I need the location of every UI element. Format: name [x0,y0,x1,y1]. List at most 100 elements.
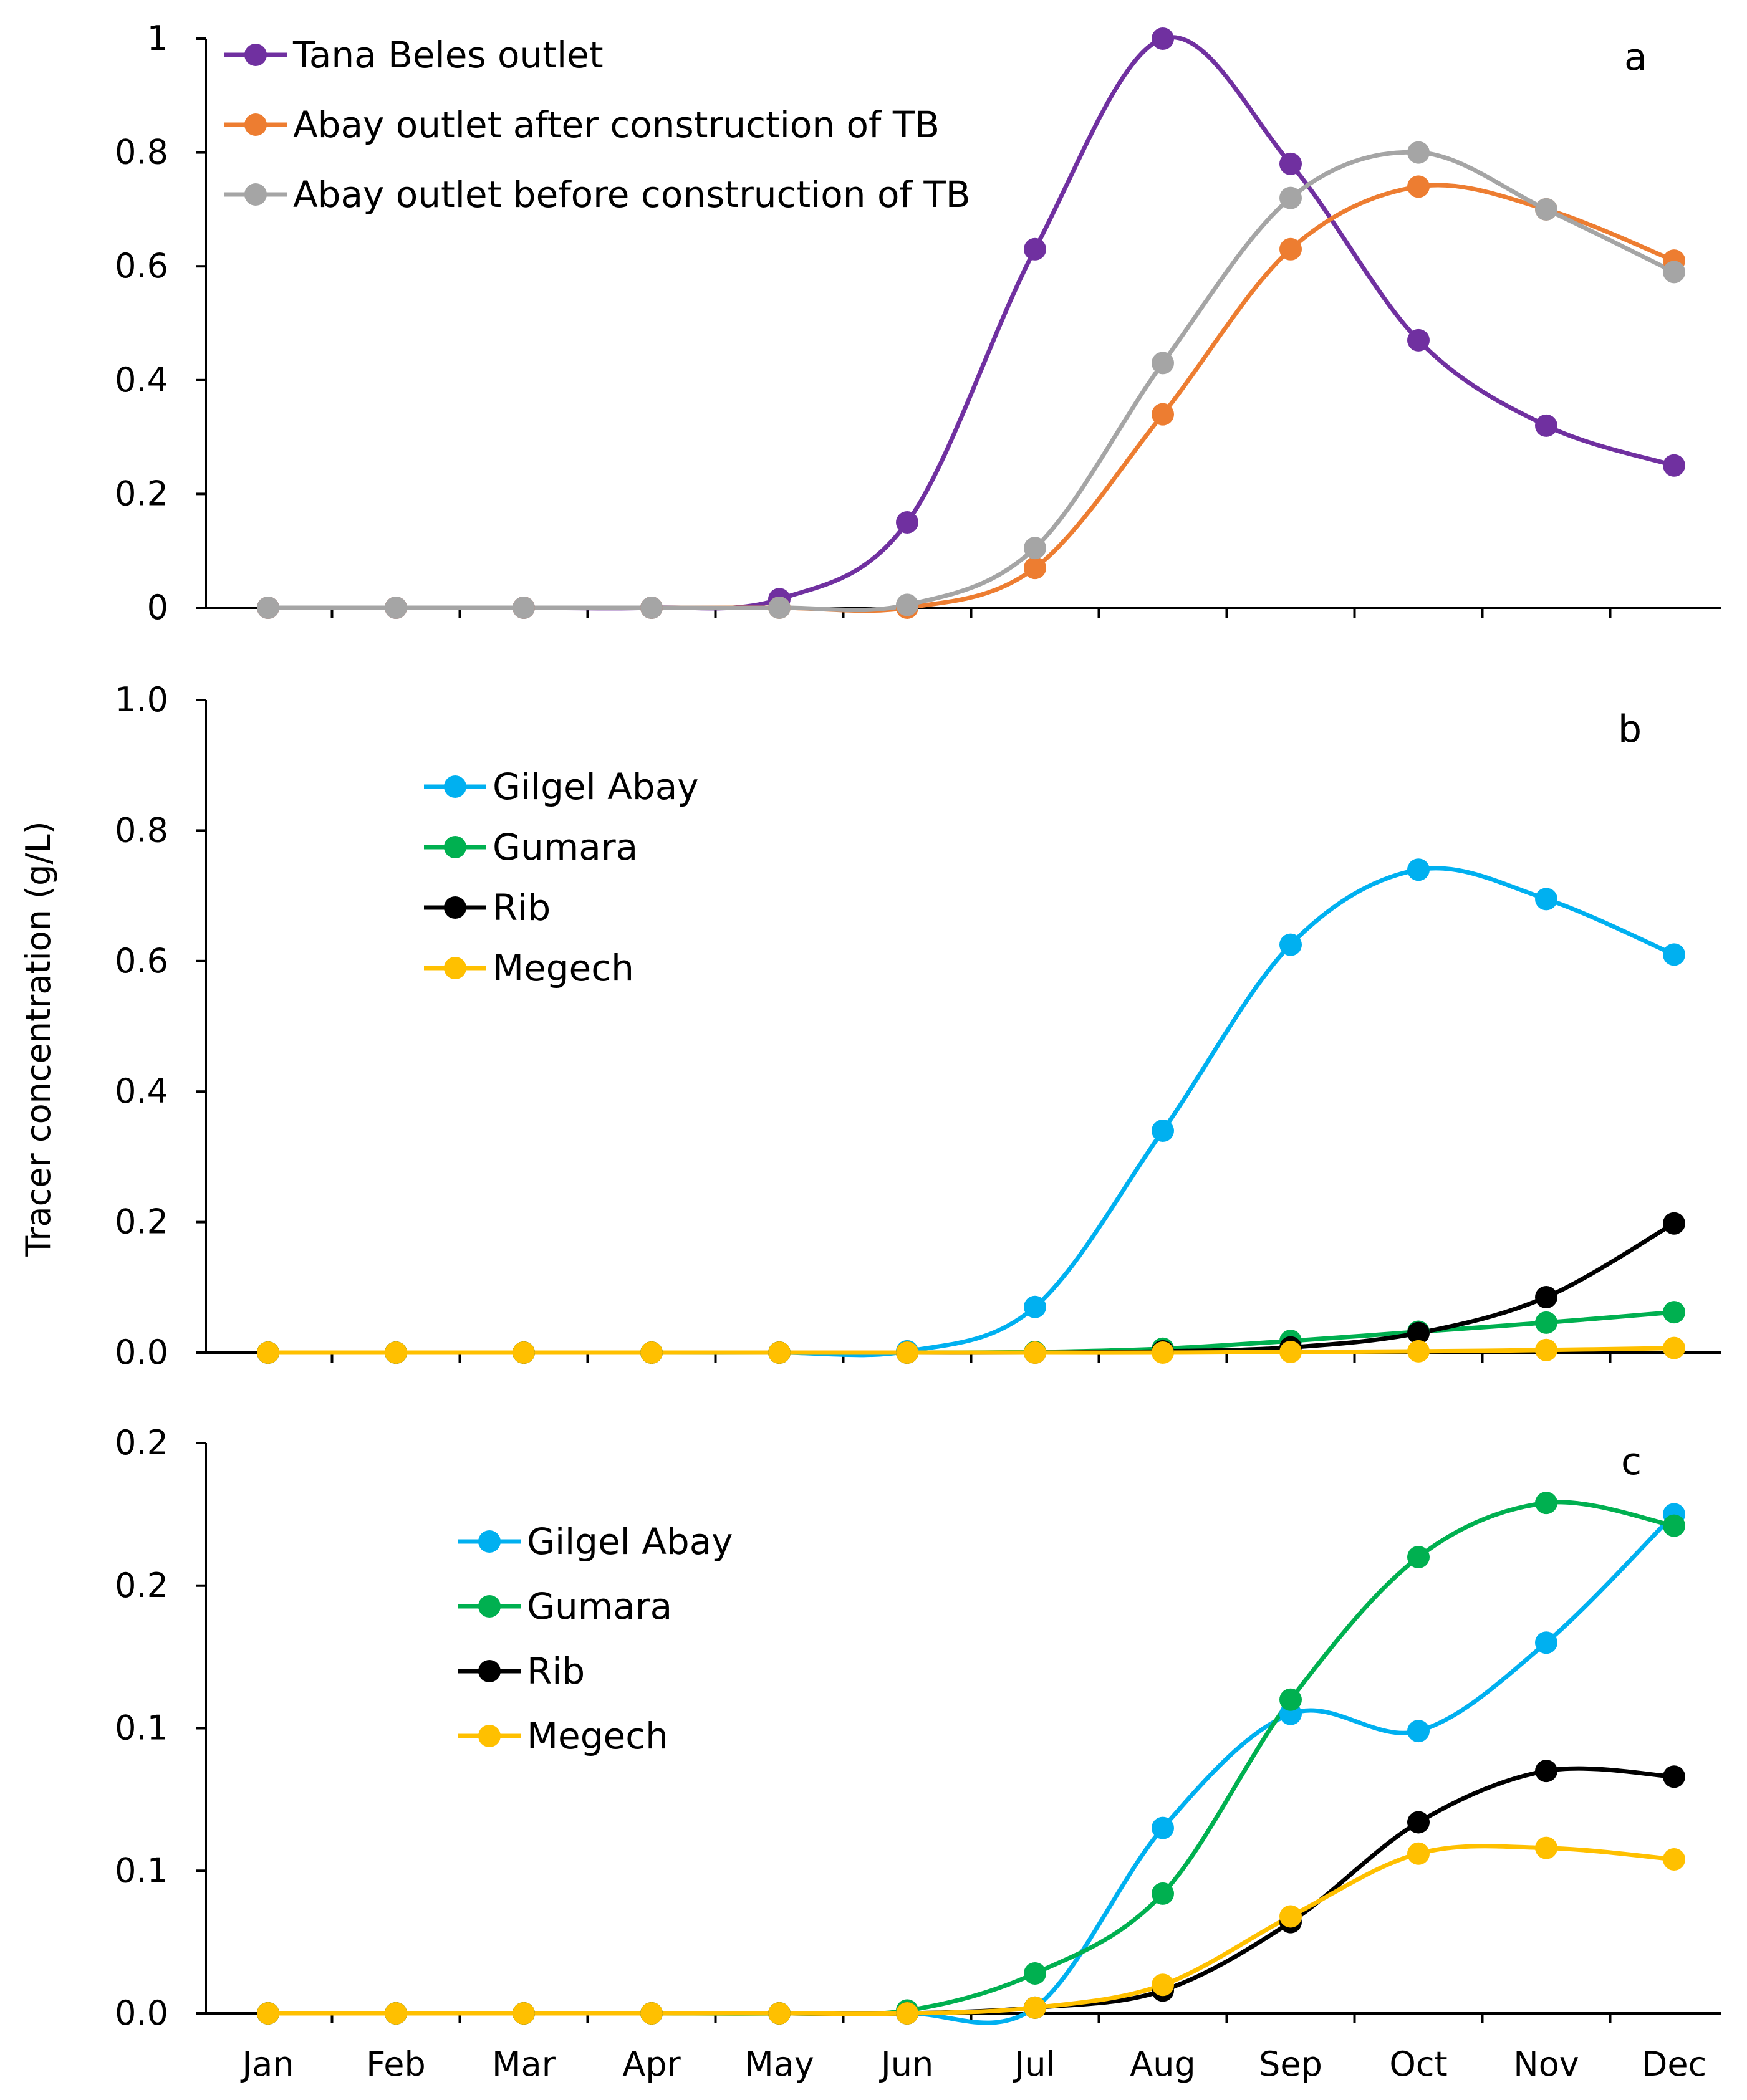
panel-a-data-point [1407,175,1430,198]
panel-b-data-point [1663,1212,1685,1235]
panel-b-data-point [768,1341,791,1364]
legend-marker [444,957,466,979]
panel-c-series-line-0 [266,1512,1677,2025]
panel-b-data-point [896,1341,918,1364]
panel-c-data-point [896,2002,918,2025]
panel-a-data-point [1024,557,1046,580]
legend-marker [444,896,466,919]
panel-a-y-tick-label: 0.8 [115,133,168,172]
legend-marker [444,836,466,858]
legend-entry: Abay outlet after construction of TB [293,103,940,146]
panel-b-series-line-0 [266,866,1677,1358]
panel-b-y-tick-label: 0.2 [115,1202,168,1242]
panel-b-data-point [1407,1340,1430,1363]
panel-c-data-point [1152,1882,1174,1905]
legend-marker [478,1595,501,1618]
panel-b-data-point [1663,943,1685,966]
panel-a-y-tick-label: 0 [147,588,168,627]
panel-a-data-point [1407,141,1430,164]
panel-c-series-line-2 [266,1766,1677,2016]
legend-entry: Gilgel Abay [527,1520,733,1563]
x-tick-label: Dec [1642,2045,1707,2084]
panel-c-data-point [1535,1492,1557,1515]
legend-entry: Megech [527,1715,668,1757]
panel-b-data-point [1535,888,1557,911]
legend-marker [244,183,267,206]
panel-b-data-point [1152,1341,1174,1364]
panel-b-data-point [1152,1120,1174,1143]
panel-label-a: a [1624,36,1647,79]
panel-a-data-point [1663,454,1685,477]
panel-a-data-point [257,597,279,619]
panel-label-c: c [1621,1440,1642,1484]
panel-a-data-point [1535,414,1557,437]
panel-b-y-tick-label: 0.6 [115,941,168,980]
panel-b-data-point [1024,1341,1046,1364]
panel-a-data-point [1152,27,1174,50]
panel-b-data-point [1663,1336,1685,1359]
panel-b-series-line-2 [266,1221,1677,1355]
legend-marker [244,113,267,136]
panel-a-data-point [640,597,663,619]
legend-entry: Tana Beles outlet [292,34,604,76]
panel-a-data-point [1279,186,1302,209]
panel-a-data-point [385,597,407,619]
panel-label-b: b [1618,707,1642,751]
legend-entry: Gilgel Abay [493,765,699,808]
panel-a-data-point [1024,537,1046,560]
panel-a-data-point [1535,198,1557,221]
panel-a-data-point [1152,352,1174,375]
panel-c-y-tick-label: 0.1 [115,1851,168,1890]
panel-b-data-point [1024,1295,1046,1318]
panel-c-y-tick-label: 0.0 [115,1993,168,2033]
panel-b-data-point [1535,1311,1557,1334]
x-tick-label: Nov [1513,2045,1579,2084]
panel-c-y-tick-label: 0.2 [115,1423,168,1462]
x-tick-label: Jan [240,2045,294,2084]
panel-b-y-tick-label: 0.4 [115,1072,168,1111]
panel-b-series-line-1 [266,1310,1677,1355]
panel-b-y-tick-label: 0.0 [115,1333,168,1372]
legend-entry: Megech [493,947,634,989]
x-tick-label: Sep [1259,2045,1322,2084]
panel-c-data-point [1279,1905,1302,1928]
panel-c-data-point [385,2002,407,2025]
panel-a-y-tick-label: 0.4 [115,360,168,400]
panel-a-data-point [896,593,918,616]
legend-marker [478,1660,501,1682]
panel-c-data-point [513,2002,535,2025]
panel-a-y-tick-label: 0.6 [115,246,168,285]
panel-b-data-point [1407,858,1430,881]
panel-a-data-point [513,597,535,619]
panel-c-data-point [1407,1720,1430,1743]
panel-c-data-point [1663,1848,1685,1871]
x-tick-label: Aug [1130,2045,1195,2084]
panel-c-data-point [640,2002,663,2025]
x-tick-label: May [744,2045,814,2084]
panel-c-data-point [1152,1816,1174,1839]
panel-c-series-line-1 [266,1500,1677,2016]
panel-a-data-point [1279,152,1302,175]
panel-b-y-tick-label: 0.8 [115,810,168,850]
panel-c-data-point [768,2002,791,2025]
panel-c-data-point [1535,1760,1557,1783]
panel-a-data-point [768,597,791,619]
panel-c-data-point [257,2002,279,2025]
legend-marker [444,775,466,798]
panel-b-data-point [1407,1321,1430,1345]
panel-c-data-point [1024,1962,1046,1985]
panel-c-data-point [1663,1765,1685,1788]
panel-a-data-point [1279,237,1302,261]
x-tick-label: Feb [366,2045,426,2084]
x-tick-label: Mar [492,2045,556,2084]
panel-b-data-point [1279,1340,1302,1363]
x-tick-label: Jul [1013,2045,1055,2084]
x-tick-label: Oct [1389,2045,1447,2084]
panel-c-data-point [1535,1836,1557,1859]
panel-c-data-point [1535,1631,1557,1654]
panel-b-data-point [1535,1338,1557,1361]
panel-c-data-point [1407,1811,1430,1834]
legend-entry: Gumara [493,826,638,868]
